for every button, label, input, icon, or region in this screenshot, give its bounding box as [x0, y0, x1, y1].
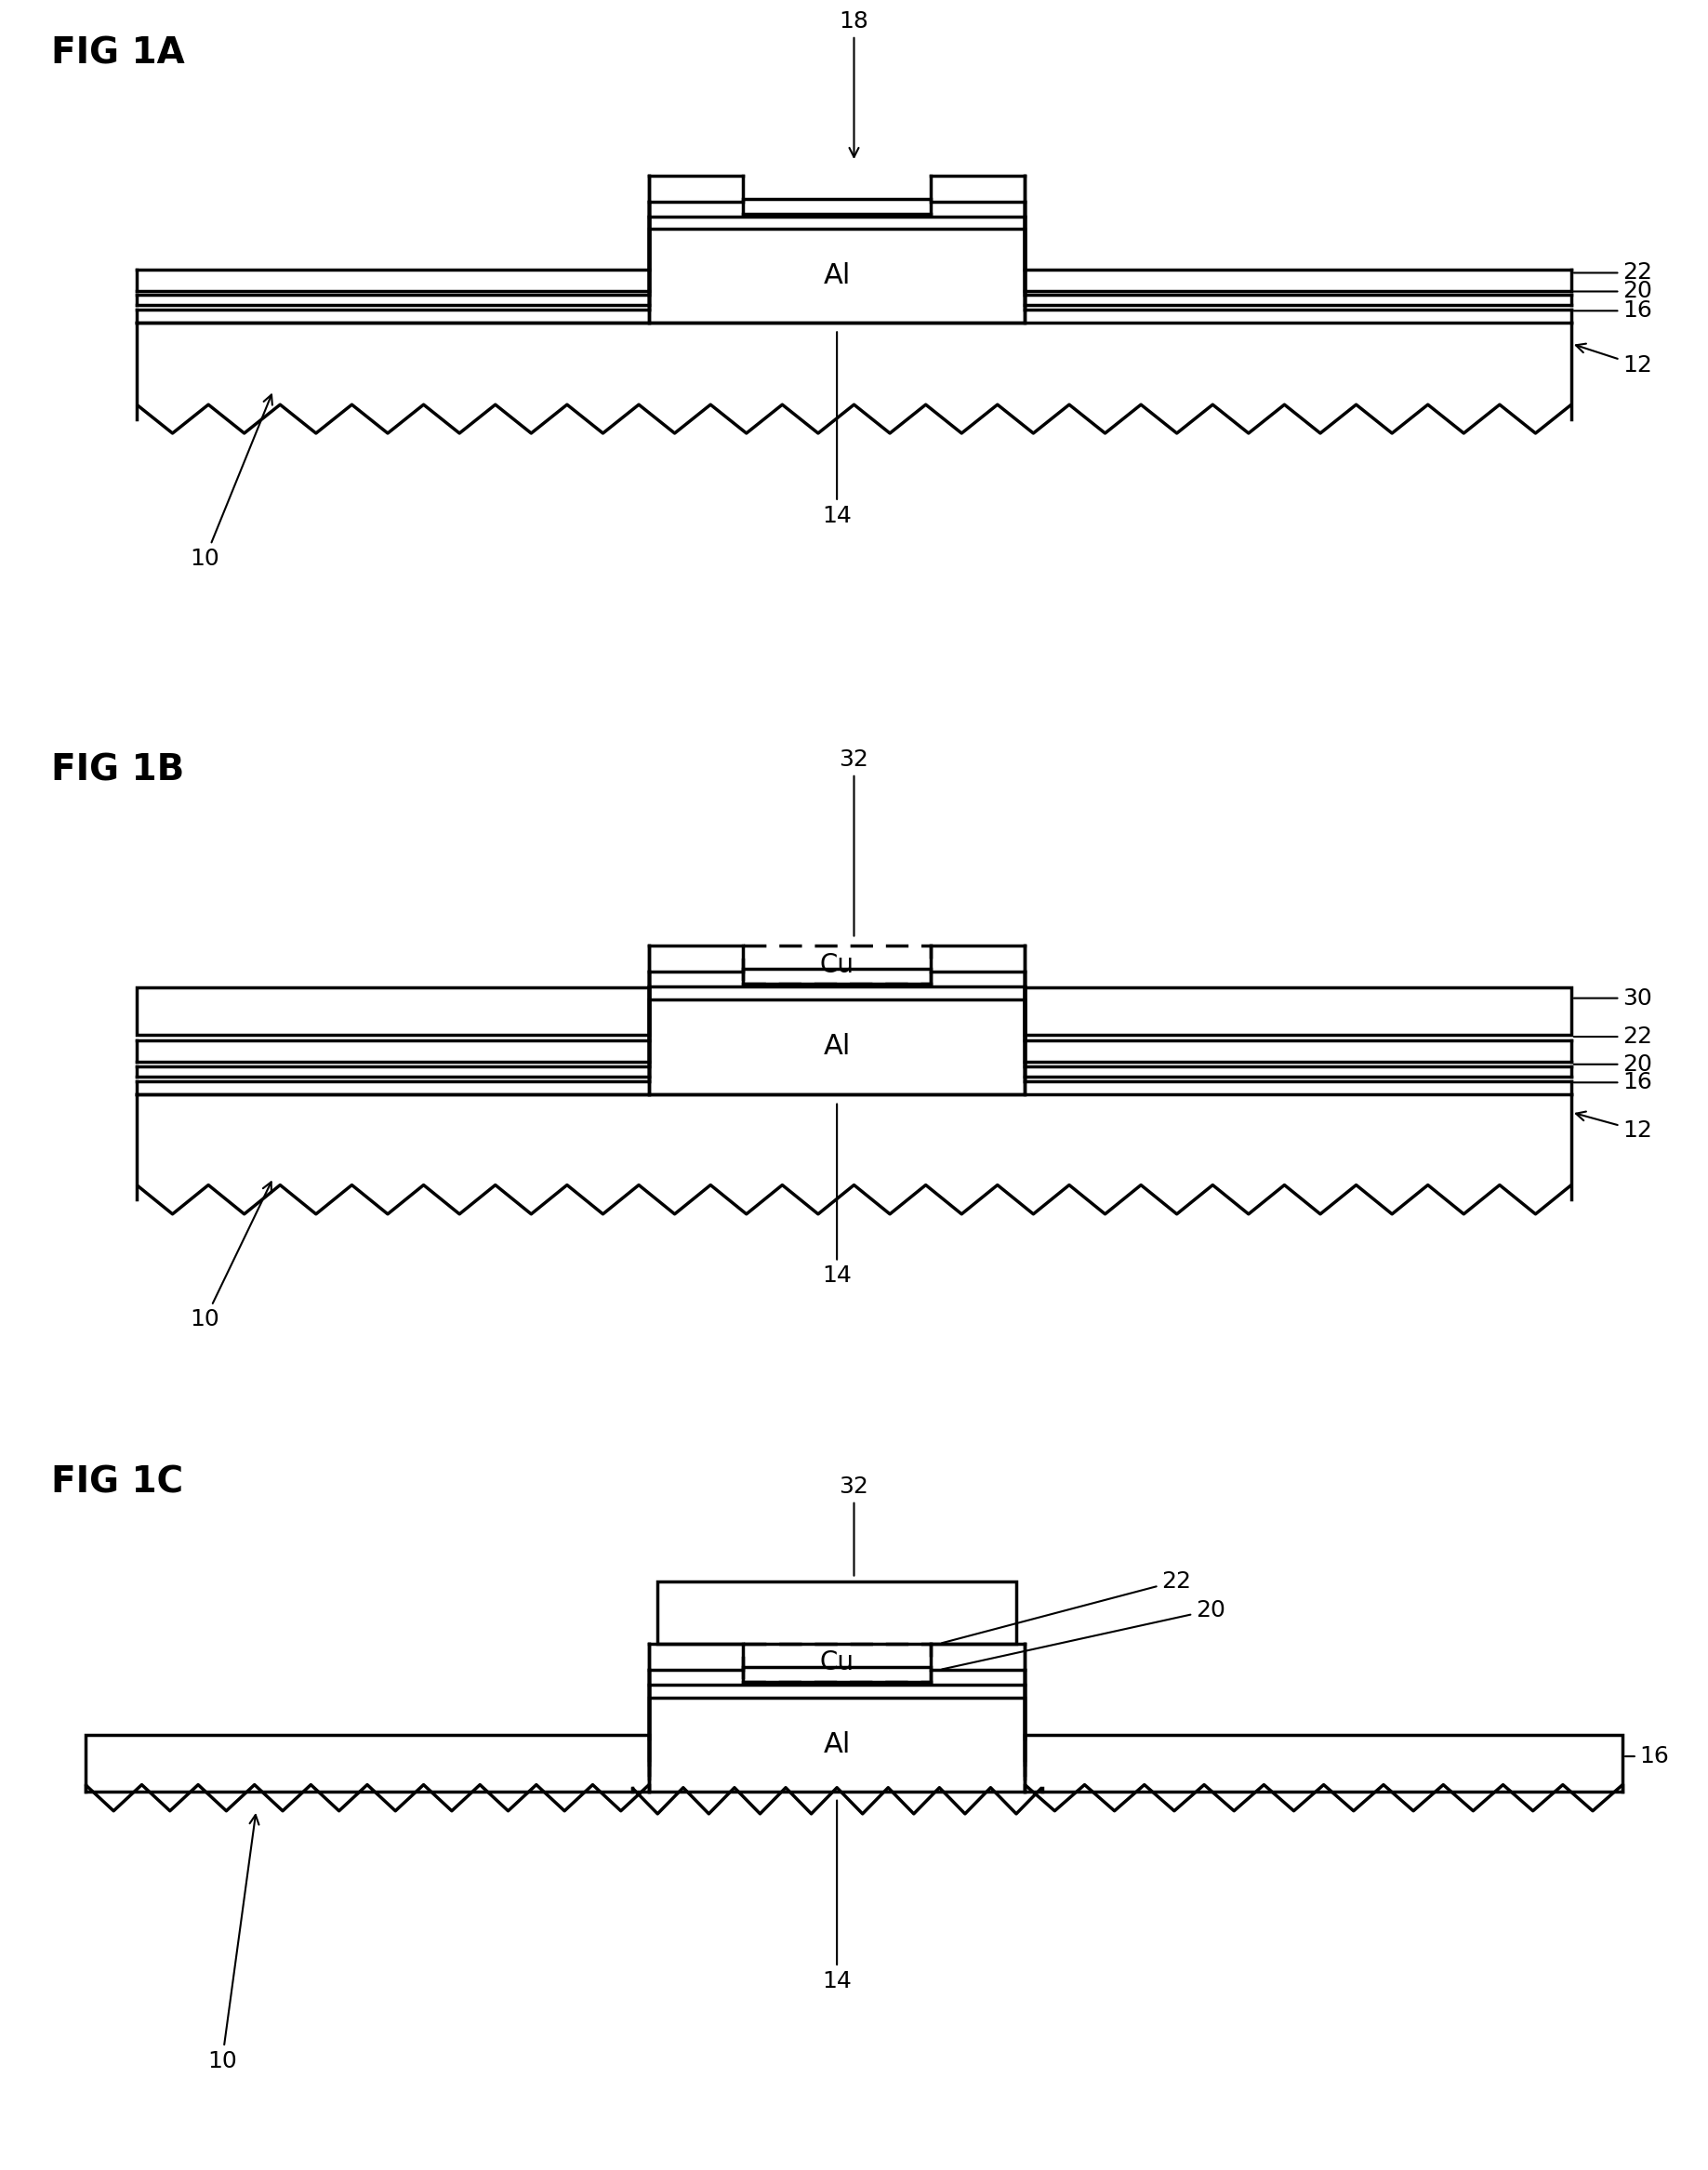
Text: FIG 1A: FIG 1A	[51, 35, 184, 72]
Text: Al: Al	[823, 1732, 851, 1758]
Bar	[1025, 1734, 1623, 1792]
Text: 12: 12	[1576, 343, 1652, 375]
Bar	[137, 987, 649, 1035]
Bar	[743, 946, 931, 983]
Text: 32: 32	[839, 1476, 869, 1575]
Text: 18: 18	[839, 11, 869, 156]
Text: 16: 16	[1575, 299, 1652, 321]
Text: 22: 22	[1575, 1026, 1652, 1048]
Text: 32: 32	[839, 749, 869, 935]
Text: 22: 22	[1575, 263, 1652, 284]
Text: 20: 20	[941, 1599, 1225, 1669]
Text: 14: 14	[822, 332, 852, 527]
Bar	[1025, 987, 1571, 1035]
Text: 20: 20	[1575, 1052, 1652, 1076]
Text: Al: Al	[823, 1033, 851, 1061]
Text: Al: Al	[823, 263, 851, 289]
Text: Cu: Cu	[820, 953, 854, 979]
Text: FIG 1C: FIG 1C	[51, 1465, 183, 1499]
Text: 10: 10	[207, 1814, 260, 2072]
Text: 22: 22	[941, 1571, 1190, 1643]
Text: FIG 1B: FIG 1B	[51, 753, 184, 788]
Text: 10: 10	[190, 1183, 272, 1330]
Bar	[649, 230, 1025, 321]
Text: 12: 12	[1576, 1111, 1652, 1141]
Text: 16: 16	[1626, 1745, 1669, 1769]
Text: 16: 16	[1575, 1072, 1652, 1094]
Bar	[743, 1643, 931, 1682]
Text: 10: 10	[190, 395, 272, 571]
Text: 20: 20	[1575, 280, 1652, 302]
Text: Cu: Cu	[820, 1649, 854, 1675]
Text: 30: 30	[1575, 987, 1652, 1009]
Bar	[658, 1582, 1016, 1643]
Bar	[649, 1000, 1025, 1094]
Bar	[649, 1697, 1025, 1792]
Bar	[85, 1734, 649, 1792]
Text: 14: 14	[822, 1105, 852, 1287]
Text: 14: 14	[822, 1801, 852, 1992]
